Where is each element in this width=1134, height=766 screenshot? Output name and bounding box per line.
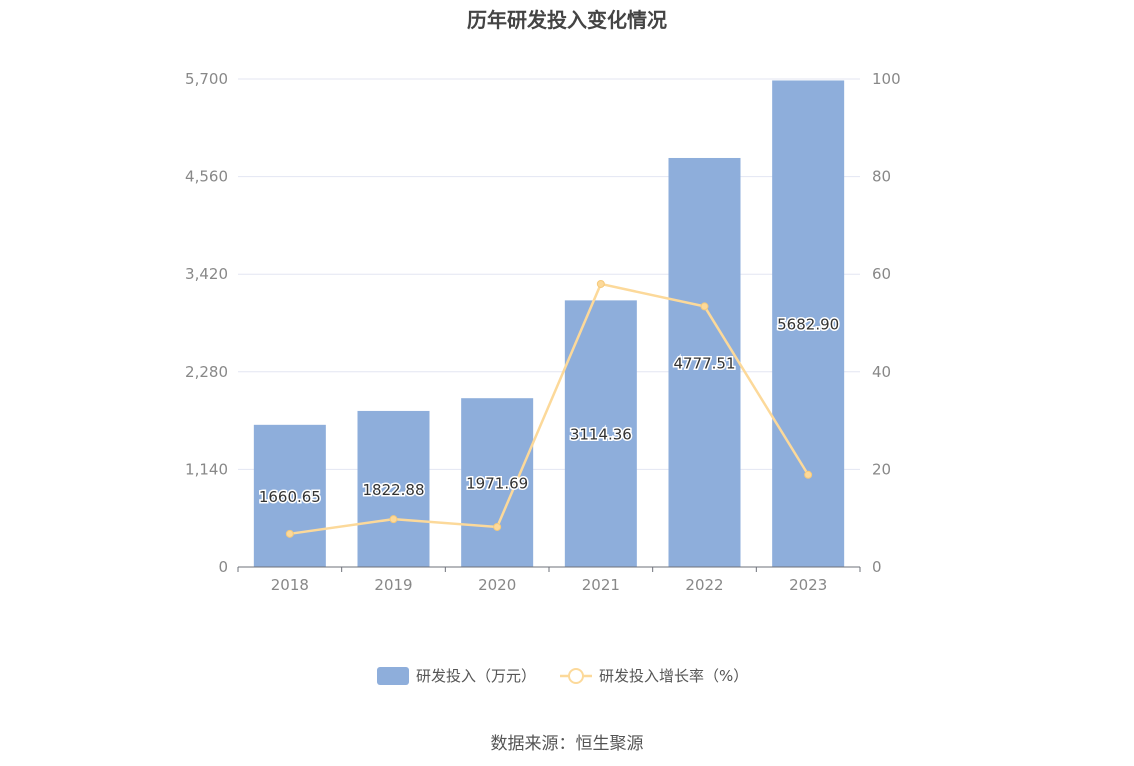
bar-data-label: 3114.36 <box>570 426 632 444</box>
bar <box>461 398 534 567</box>
bar <box>357 410 430 567</box>
gridlines <box>238 78 860 470</box>
source-note: 数据来源：恒生聚源 <box>490 734 644 754</box>
bar <box>253 424 326 567</box>
y-left-tick-label: 5,700 <box>185 70 228 88</box>
growth-rate-point <box>700 302 709 311</box>
x-tick-label: 2018 <box>271 576 309 594</box>
y-right-tick-label: 0 <box>872 558 882 576</box>
y-left-tick-label: 0 <box>218 558 228 576</box>
y-right-tick-label: 40 <box>872 363 891 381</box>
legend: 研发投入（万元） 研发投入增长率（%） <box>377 667 748 685</box>
y-right-tick-label: 60 <box>872 265 891 283</box>
legend-line-marker <box>568 668 584 684</box>
y-left-tick-label: 4,560 <box>185 168 228 186</box>
growth-rate-point <box>285 529 294 538</box>
bar <box>564 300 637 567</box>
bar-data-label: 5682.90 <box>777 316 839 334</box>
growth-rate-line <box>289 282 810 536</box>
growth-rate-point <box>389 515 398 524</box>
y-left-tick-label: 3,420 <box>185 265 228 283</box>
growth-rate-point <box>804 470 813 479</box>
x-tick-label: 2019 <box>374 576 412 594</box>
legend-line-label: 研发投入增长率（%） <box>599 667 748 685</box>
y-right-tick-label: 100 <box>872 70 901 88</box>
chart-title: 历年研发投入变化情况 <box>467 8 667 32</box>
legend-bar-label: 研发投入（万元） <box>416 667 536 685</box>
bar-data-label: 1971.69 <box>466 475 528 493</box>
bar-data-labels: 1660.65 1822.88 1971.69 3114.36 4777.51 5682.… <box>257 314 840 507</box>
bar <box>668 157 741 567</box>
y-left-tick-label: 2,280 <box>185 363 228 381</box>
legend-bar-swatch <box>377 667 409 685</box>
y-right-tick-label: 20 <box>872 460 891 478</box>
axes: 0 0 1,140 20 2,280 40 3,420 60 4,560 80 5,700 100 20… <box>185 70 901 594</box>
bar-series <box>253 80 845 568</box>
y-left-tick-label: 1,140 <box>185 460 228 478</box>
bar-data-label: 1660.65 <box>259 488 321 506</box>
bar <box>772 80 845 568</box>
x-tick-label: 2022 <box>685 576 723 594</box>
x-tick-label: 2020 <box>478 576 516 594</box>
line-series <box>285 279 813 538</box>
y-right-tick-label: 80 <box>872 168 891 186</box>
growth-rate-point <box>493 522 502 531</box>
bar-data-label: 4777.51 <box>673 354 735 372</box>
x-tick-label: 2021 <box>582 576 620 594</box>
growth-rate-point <box>596 279 605 288</box>
bar-data-label: 1822.88 <box>362 481 424 499</box>
x-tick-label: 2023 <box>789 576 827 594</box>
